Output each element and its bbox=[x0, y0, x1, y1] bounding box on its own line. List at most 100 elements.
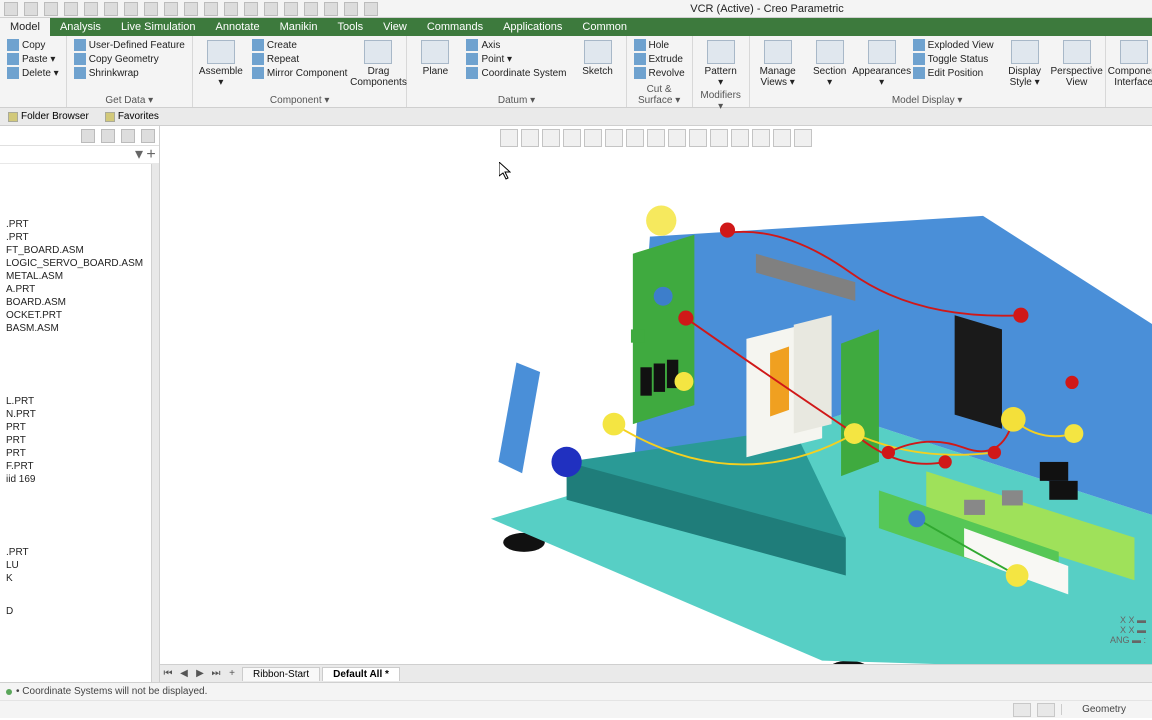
ribbon-tab-manikin[interactable]: Manikin bbox=[270, 18, 328, 36]
tree-item[interactable]: FT_BOARD.ASM bbox=[2, 244, 149, 257]
qat-button-14[interactable] bbox=[284, 2, 298, 16]
tree-tool-1[interactable] bbox=[81, 129, 95, 143]
tree-item[interactable]: iid 169 bbox=[2, 473, 149, 486]
ribbon-cmd-coordinate-system[interactable]: Coordinate System bbox=[463, 66, 569, 80]
qat-button-4[interactable] bbox=[84, 2, 98, 16]
ribbon-cmd-section-[interactable]: Section ▾ bbox=[806, 38, 854, 90]
view-tool-1[interactable] bbox=[521, 129, 539, 147]
tree-item[interactable]: LOGIC_SERVO_BOARD.ASM bbox=[2, 257, 149, 270]
tree-item[interactable]: LU bbox=[2, 559, 149, 572]
qat-button-17[interactable] bbox=[344, 2, 358, 16]
tree-item[interactable]: OCKET.PRT bbox=[2, 309, 149, 322]
view-tool-9[interactable] bbox=[689, 129, 707, 147]
ribbon-cmd-point-[interactable]: Point ▾ bbox=[463, 52, 569, 66]
view-tab-default-all[interactable]: Default All * bbox=[322, 667, 400, 681]
ribbon-cmd-appearances-[interactable]: Appearances ▾ bbox=[858, 38, 906, 90]
ribbon-cmd-axis[interactable]: Axis bbox=[463, 38, 569, 52]
view-tool-7[interactable] bbox=[647, 129, 665, 147]
view-tool-5[interactable] bbox=[605, 129, 623, 147]
view-tool-8[interactable] bbox=[668, 129, 686, 147]
view-tool-14[interactable] bbox=[794, 129, 812, 147]
ribbon-group-label[interactable]: Modifiers ▾ bbox=[697, 90, 745, 113]
tree-item[interactable]: .PRT bbox=[2, 218, 149, 231]
sidebar-tab-favorites[interactable]: Favorites bbox=[97, 110, 167, 123]
ribbon-group-label[interactable]: Component ▾ bbox=[197, 95, 403, 107]
tree-item[interactable]: .PRT bbox=[2, 231, 149, 244]
ribbon-group-label[interactable]: Datum ▾ bbox=[411, 95, 621, 107]
qat-button-1[interactable] bbox=[24, 2, 38, 16]
tree-tool-2[interactable] bbox=[101, 129, 115, 143]
ribbon-cmd-display-style-[interactable]: Display Style ▾ bbox=[1001, 38, 1049, 90]
sidebar-tab-folder-browser[interactable]: Folder Browser bbox=[0, 110, 97, 123]
ribbon-cmd-create[interactable]: Create bbox=[249, 38, 351, 52]
view-nav-prev[interactable]: ◀ bbox=[176, 668, 192, 679]
ribbon-group-label[interactable]: Get Data ▾ bbox=[71, 95, 188, 107]
qat-button-7[interactable] bbox=[144, 2, 158, 16]
ribbon-cmd-sketch[interactable]: Sketch bbox=[574, 38, 622, 79]
ribbon-tab-applications[interactable]: Applications bbox=[493, 18, 572, 36]
ribbon-cmd-manage-views-[interactable]: Manage Views ▾ bbox=[754, 38, 802, 90]
qat-button-3[interactable] bbox=[64, 2, 78, 16]
tree-item[interactable]: PRT bbox=[2, 447, 149, 460]
ribbon-tab-common[interactable]: Common bbox=[572, 18, 637, 36]
ribbon-cmd-plane[interactable]: Plane bbox=[411, 38, 459, 79]
qat-button-13[interactable] bbox=[264, 2, 278, 16]
ribbon-cmd-assemble-[interactable]: Assemble ▾ bbox=[197, 38, 245, 90]
ribbon-cmd-edit-position[interactable]: Edit Position bbox=[910, 66, 997, 80]
qat-button-16[interactable] bbox=[324, 2, 338, 16]
view-tool-10[interactable] bbox=[710, 129, 728, 147]
tree-item[interactable]: BASM.ASM bbox=[2, 322, 149, 335]
qat-button-18[interactable] bbox=[364, 2, 378, 16]
tree-collapse-icon[interactable]: ▾ bbox=[133, 149, 145, 161]
tree-item[interactable]: N.PRT bbox=[2, 408, 149, 421]
view-tool-6[interactable] bbox=[626, 129, 644, 147]
ribbon-group-label[interactable]: Cut & Surface ▾ bbox=[631, 84, 688, 107]
tree-item[interactable]: METAL.ASM bbox=[2, 270, 149, 283]
qat-button-12[interactable] bbox=[244, 2, 258, 16]
tree-item[interactable]: BOARD.ASM bbox=[2, 296, 149, 309]
3d-canvas[interactable]: X X ▬ X X ▬ ANG ▬ : bbox=[160, 148, 1152, 664]
view-tab-ribbon-start[interactable]: Ribbon-Start bbox=[242, 667, 320, 681]
ribbon-cmd-mirror-component[interactable]: Mirror Component bbox=[249, 66, 351, 80]
ribbon-cmd-repeat[interactable]: Repeat bbox=[249, 52, 351, 66]
model-tree[interactable]: .PRT.PRTFT_BOARD.ASMLOGIC_SERVO_BOARD.AS… bbox=[0, 164, 151, 682]
status-btn-1[interactable] bbox=[1013, 703, 1031, 717]
tree-tool-3[interactable] bbox=[121, 129, 135, 143]
qat-button-6[interactable] bbox=[124, 2, 138, 16]
ribbon-cmd-pattern-[interactable]: Pattern ▾ bbox=[697, 38, 745, 90]
ribbon-tab-live-simulation[interactable]: Live Simulation bbox=[111, 18, 206, 36]
tree-item[interactable]: L.PRT bbox=[2, 395, 149, 408]
ribbon-tab-analysis[interactable]: Analysis bbox=[50, 18, 111, 36]
qat-button-2[interactable] bbox=[44, 2, 58, 16]
view-nav-last[interactable]: ⏭ bbox=[208, 668, 224, 679]
ribbon-cmd-extrude[interactable]: Extrude bbox=[631, 52, 688, 66]
view-tool-13[interactable] bbox=[773, 129, 791, 147]
ribbon-cmd-toggle-status[interactable]: Toggle Status bbox=[910, 52, 997, 66]
ribbon-cmd-delete-[interactable]: Delete ▾ bbox=[4, 66, 62, 80]
view-tool-2[interactable] bbox=[542, 129, 560, 147]
ribbon-cmd-component-interface[interactable]: Component Interface bbox=[1110, 38, 1152, 90]
ribbon-group-label[interactable]: Model Display ▾ bbox=[754, 95, 1101, 107]
view-nav-first[interactable]: ⏮ bbox=[160, 668, 176, 679]
ribbon-cmd-drag-components[interactable]: Drag Components bbox=[354, 38, 402, 90]
view-tool-0[interactable] bbox=[500, 129, 518, 147]
status-btn-2[interactable] bbox=[1037, 703, 1055, 717]
qat-button-5[interactable] bbox=[104, 2, 118, 16]
tree-item[interactable]: PRT bbox=[2, 434, 149, 447]
qat-button-15[interactable] bbox=[304, 2, 318, 16]
ribbon-cmd-copy-geometry[interactable]: Copy Geometry bbox=[71, 52, 188, 66]
tree-item[interactable]: F.PRT bbox=[2, 460, 149, 473]
tree-item[interactable]: PRT bbox=[2, 421, 149, 434]
ribbon-cmd-revolve[interactable]: Revolve bbox=[631, 66, 688, 80]
ribbon-cmd-hole[interactable]: Hole bbox=[631, 38, 688, 52]
view-nav-next[interactable]: ▶ bbox=[192, 668, 208, 679]
view-tool-11[interactable] bbox=[731, 129, 749, 147]
qat-button-9[interactable] bbox=[184, 2, 198, 16]
qat-button-10[interactable] bbox=[204, 2, 218, 16]
tree-scrollbar[interactable] bbox=[151, 164, 159, 682]
ribbon-tab-tools[interactable]: Tools bbox=[327, 18, 373, 36]
ribbon-group-label[interactable]: Model Intent ▾ bbox=[1110, 95, 1152, 107]
tree-item[interactable]: A.PRT bbox=[2, 283, 149, 296]
qat-button-0[interactable] bbox=[4, 2, 18, 16]
qat-button-8[interactable] bbox=[164, 2, 178, 16]
